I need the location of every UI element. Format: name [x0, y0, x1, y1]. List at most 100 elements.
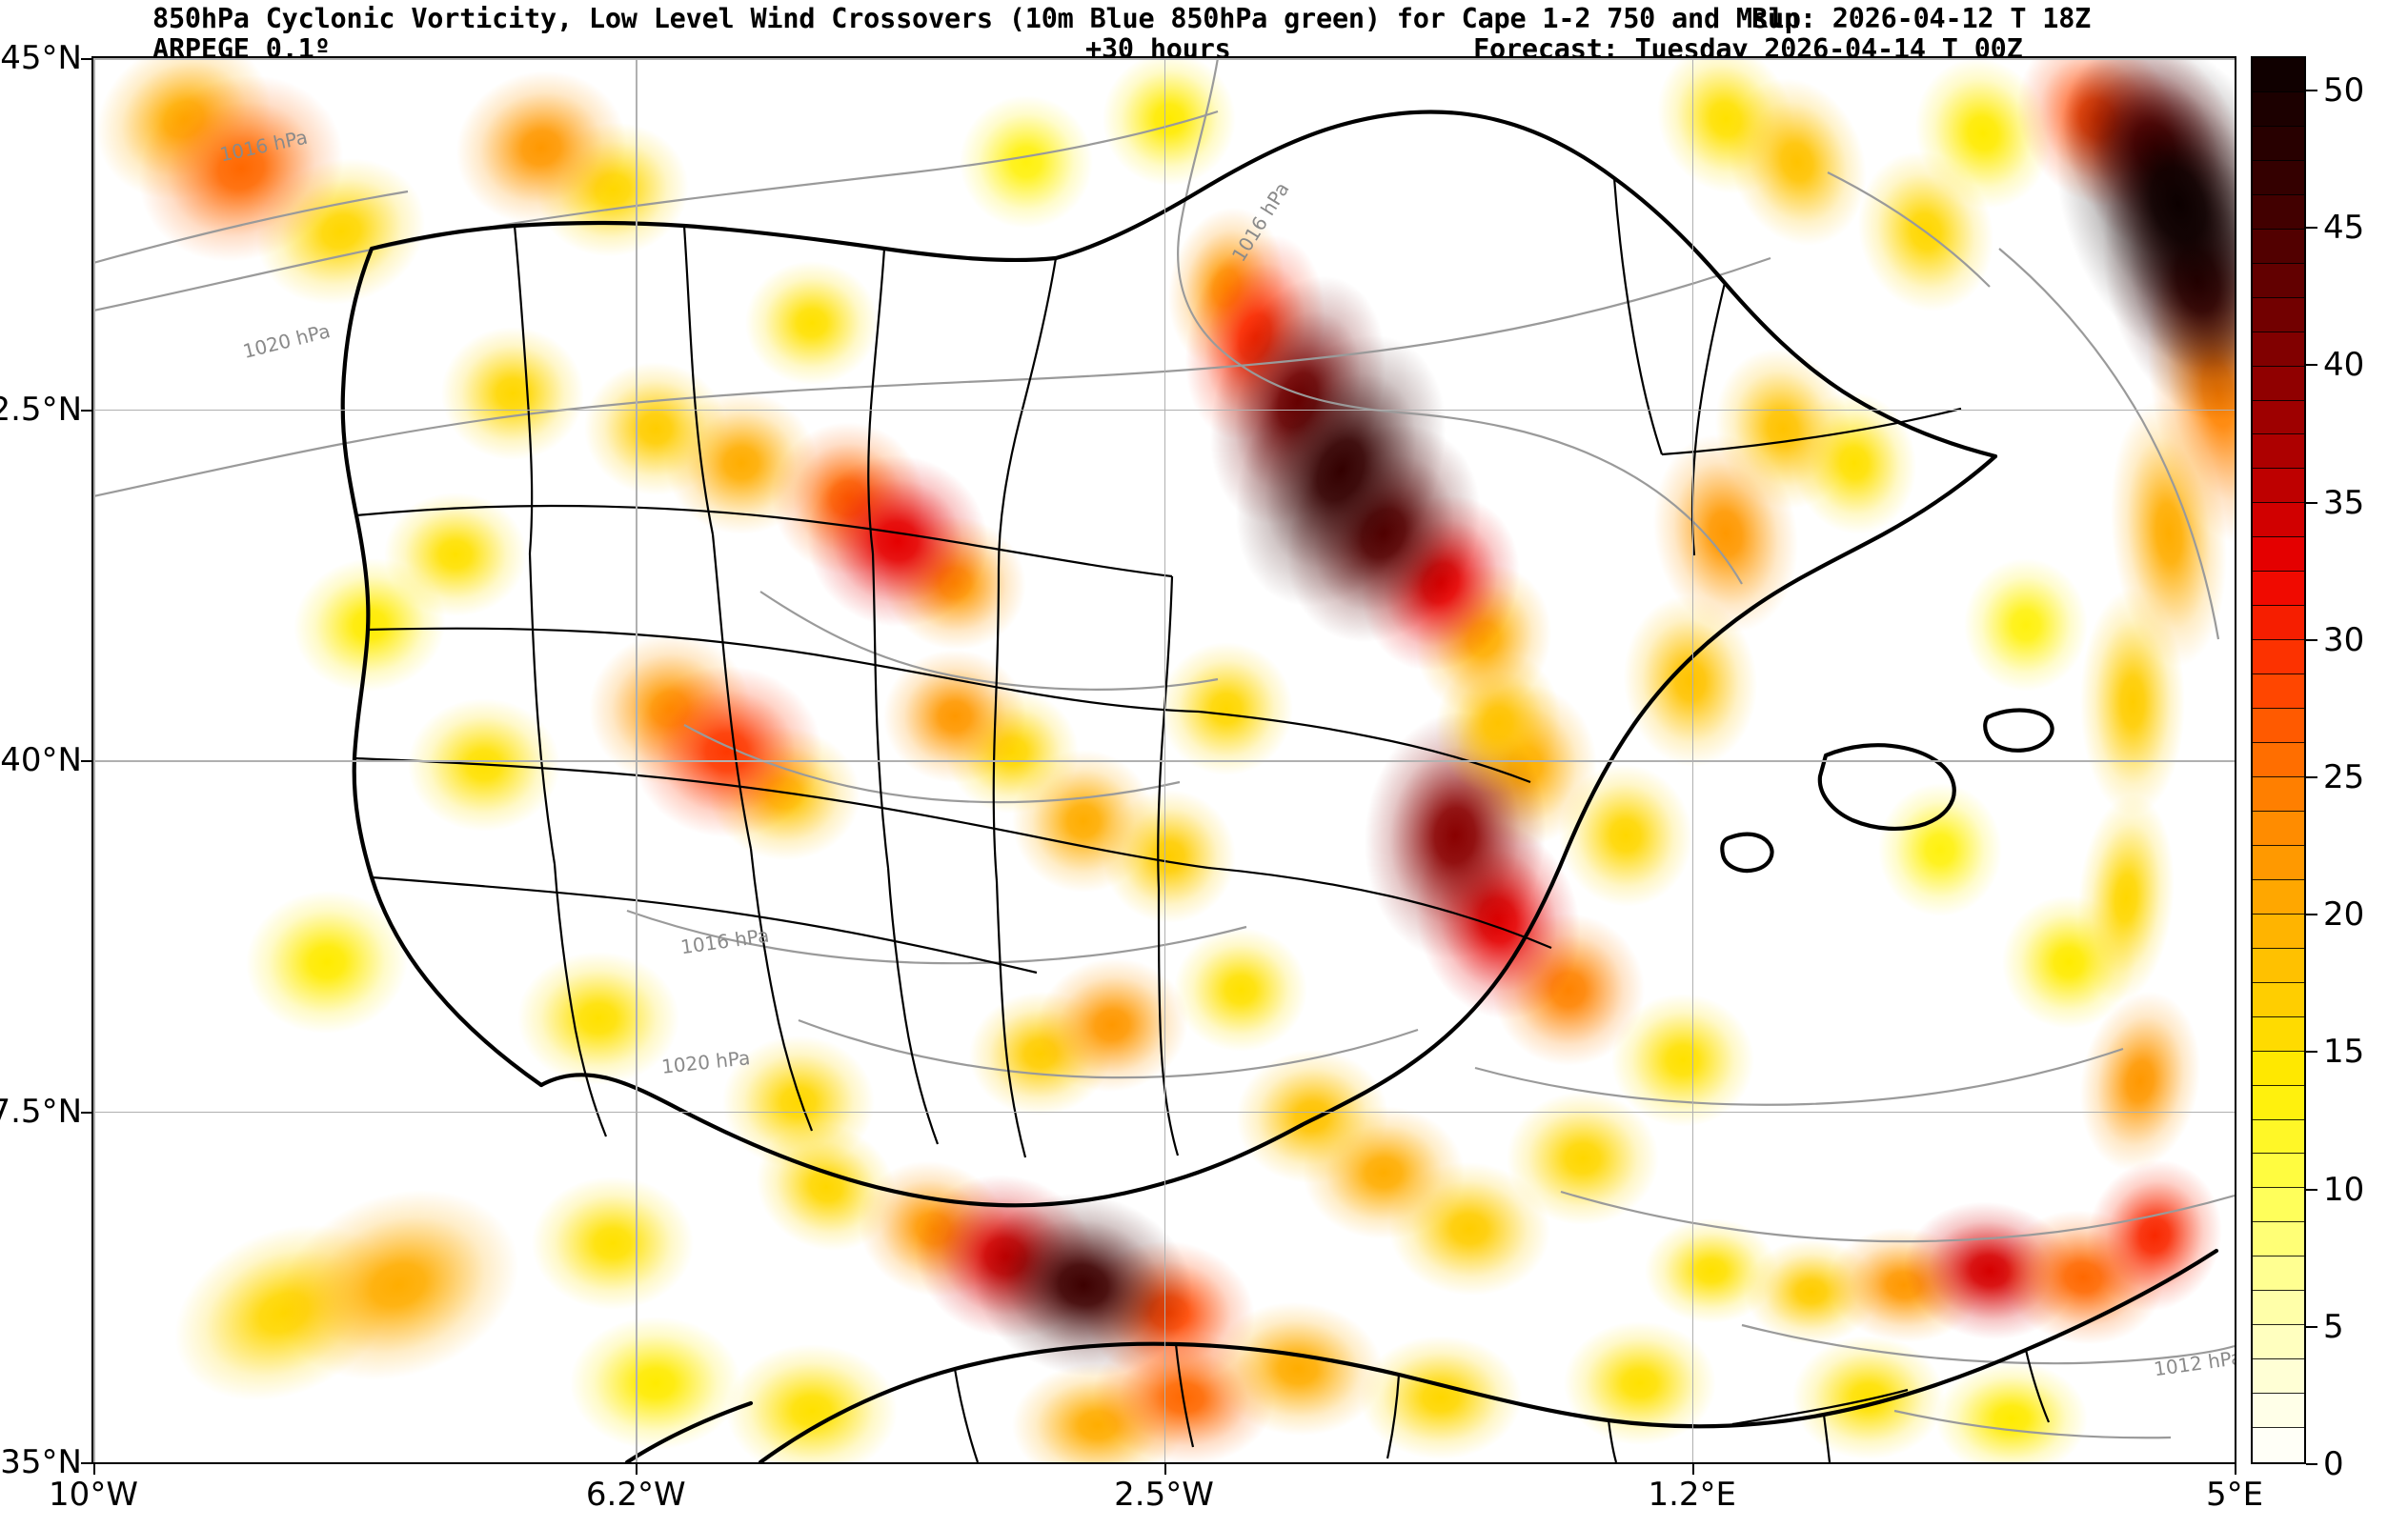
colorbar[interactable]: [2251, 56, 2306, 1464]
colorbar-band: [2253, 982, 2304, 1017]
vorticity-maximum-blob: [1877, 782, 2002, 916]
colorbar-band: [2253, 1291, 2304, 1326]
colorbar-band-separator: [2253, 228, 2304, 230]
colorbar-band: [2253, 91, 2304, 127]
colorbar-band: [2253, 743, 2304, 777]
colorbar-tick-label: 25: [2323, 758, 2365, 797]
colorbar-band-separator: [2253, 1256, 2304, 1257]
gridline-horizontal: [93, 1111, 2235, 1114]
gridline-vertical: [2235, 58, 2236, 1462]
y-axis-tick: [81, 1462, 91, 1464]
colorbar-band-separator: [2253, 1358, 2304, 1360]
chart-header: 850hPa Cyclonic Vorticity, Low Level Win…: [0, 0, 2408, 65]
x-axis-tick-label: 10°W: [49, 1476, 138, 1514]
colorbar-band: [2253, 1154, 2304, 1189]
colorbar-band-separator: [2253, 159, 2304, 161]
colorbar-band: [2253, 914, 2304, 949]
y-axis-tick-label: 42.5°N: [0, 390, 82, 429]
gridline-horizontal: [93, 760, 2235, 762]
x-axis-tick: [93, 1464, 95, 1475]
colorbar-band-separator: [2253, 639, 2304, 641]
x-axis-tick-label: 5°E: [2205, 1476, 2264, 1514]
colorbar-band-separator: [2253, 913, 2304, 915]
vorticity-maximum-blob: [1507, 1092, 1660, 1226]
colorbar-band-separator: [2253, 1427, 2304, 1429]
colorbar-band: [2253, 400, 2304, 435]
colorbar-tick-label: 5: [2323, 1307, 2344, 1346]
x-axis-tick-label: 6.2°W: [585, 1476, 686, 1514]
colorbar-band: [2253, 1051, 2304, 1086]
vorticity-maximum-blob: [745, 261, 880, 386]
vorticity-maximum-blob: [631, 665, 822, 837]
colorbar-band-separator: [2253, 536, 2304, 538]
colorbar-band-separator: [2253, 981, 2304, 983]
vorticity-maximum-blob: [960, 94, 1094, 229]
colorbar-tick: [2306, 776, 2317, 779]
colorbar-band: [2253, 434, 2304, 470]
x-axis-tick: [1164, 1464, 1166, 1475]
map-plot-area[interactable]: 1016 hPa 1020 hPa 1016 hPa 1020 hPa 1016…: [91, 56, 2236, 1464]
gridline-horizontal: [93, 409, 2235, 412]
colorbar-band-separator: [2253, 125, 2304, 127]
colorbar-band: [2253, 469, 2304, 504]
y-axis-tick-label: 37.5°N: [0, 1092, 82, 1131]
colorbar-band-separator: [2253, 90, 2304, 92]
colorbar-band: [2253, 503, 2304, 538]
colorbar-tick: [2306, 638, 2317, 641]
colorbar-band: [2253, 1119, 2304, 1155]
colorbar-tick: [2306, 227, 2317, 230]
y-axis-tick-label: 40°N: [0, 741, 82, 779]
colorbar-band: [2253, 1188, 2304, 1223]
colorbar-band: [2253, 1222, 2304, 1257]
colorbar-band-separator: [2253, 1050, 2304, 1052]
x-axis-tick-label: 1.2°E: [1648, 1476, 1737, 1514]
vorticity-maximum-blob: [383, 493, 527, 617]
vorticity-maximum-blob: [569, 1316, 741, 1450]
colorbar-tick: [2306, 1325, 2317, 1328]
vorticity-maximum-blob: [1963, 557, 2088, 692]
colorbar-band: [2253, 1085, 2304, 1120]
y-axis-tick: [81, 1111, 91, 1114]
colorbar-band-separator: [2253, 878, 2304, 880]
colorbar-band-separator: [2253, 844, 2304, 846]
colorbar-band-separator: [2253, 1290, 2304, 1292]
y-axis-tick: [81, 409, 91, 412]
colorbar-band-separator: [2253, 1015, 2304, 1017]
colorbar-tick-label: 45: [2323, 209, 2365, 248]
colorbar-band-separator: [2253, 1187, 2304, 1189]
colorbar-band: [2253, 58, 2304, 92]
colorbar-band: [2253, 1359, 2304, 1395]
page-title: 850hPa Cyclonic Vorticity, Low Level Win…: [152, 3, 1801, 34]
y-axis-tick-label: 45°N: [0, 39, 82, 77]
colorbar-band-separator: [2253, 775, 2304, 777]
colorbar-band: [2253, 777, 2304, 812]
x-axis-tick-label: 2.5°W: [1114, 1476, 1214, 1514]
colorbar-band: [2253, 1257, 2304, 1292]
colorbar-band: [2253, 194, 2304, 230]
colorbar-band: [2253, 709, 2304, 744]
colorbar-band-separator: [2253, 1221, 2304, 1223]
colorbar-tick-label: 35: [2323, 483, 2365, 522]
colorbar-tick: [2306, 90, 2317, 92]
colorbar-band: [2253, 879, 2304, 915]
gridline-horizontal: [93, 58, 2235, 60]
vorticity-maximum-blob: [440, 326, 584, 460]
colorbar-band: [2253, 674, 2304, 710]
colorbar-band: [2253, 606, 2304, 641]
x-axis-tick: [1691, 1464, 1694, 1475]
colorbar-band: [2253, 1394, 2304, 1429]
colorbar-band-separator: [2253, 502, 2304, 504]
colorbar-band: [2253, 1325, 2304, 1360]
vorticity-shading-layer: [93, 58, 2235, 1462]
vorticity-maximum-blob: [726, 1344, 899, 1462]
colorbar-tick-label: 15: [2323, 1033, 2365, 1072]
colorbar-band: [2253, 640, 2304, 675]
colorbar-tick-label: 0: [2323, 1445, 2344, 1483]
colorbar-band-separator: [2253, 1118, 2304, 1120]
colorbar-band-separator: [2253, 571, 2304, 573]
model-run-label: Run: 2026-04-12 T 18Z: [1751, 3, 2092, 34]
vorticity-maximum-blob: [531, 1176, 694, 1310]
colorbar-band: [2253, 1428, 2304, 1462]
colorbar-band-separator: [2253, 193, 2304, 195]
colorbar-tick: [2306, 914, 2317, 916]
